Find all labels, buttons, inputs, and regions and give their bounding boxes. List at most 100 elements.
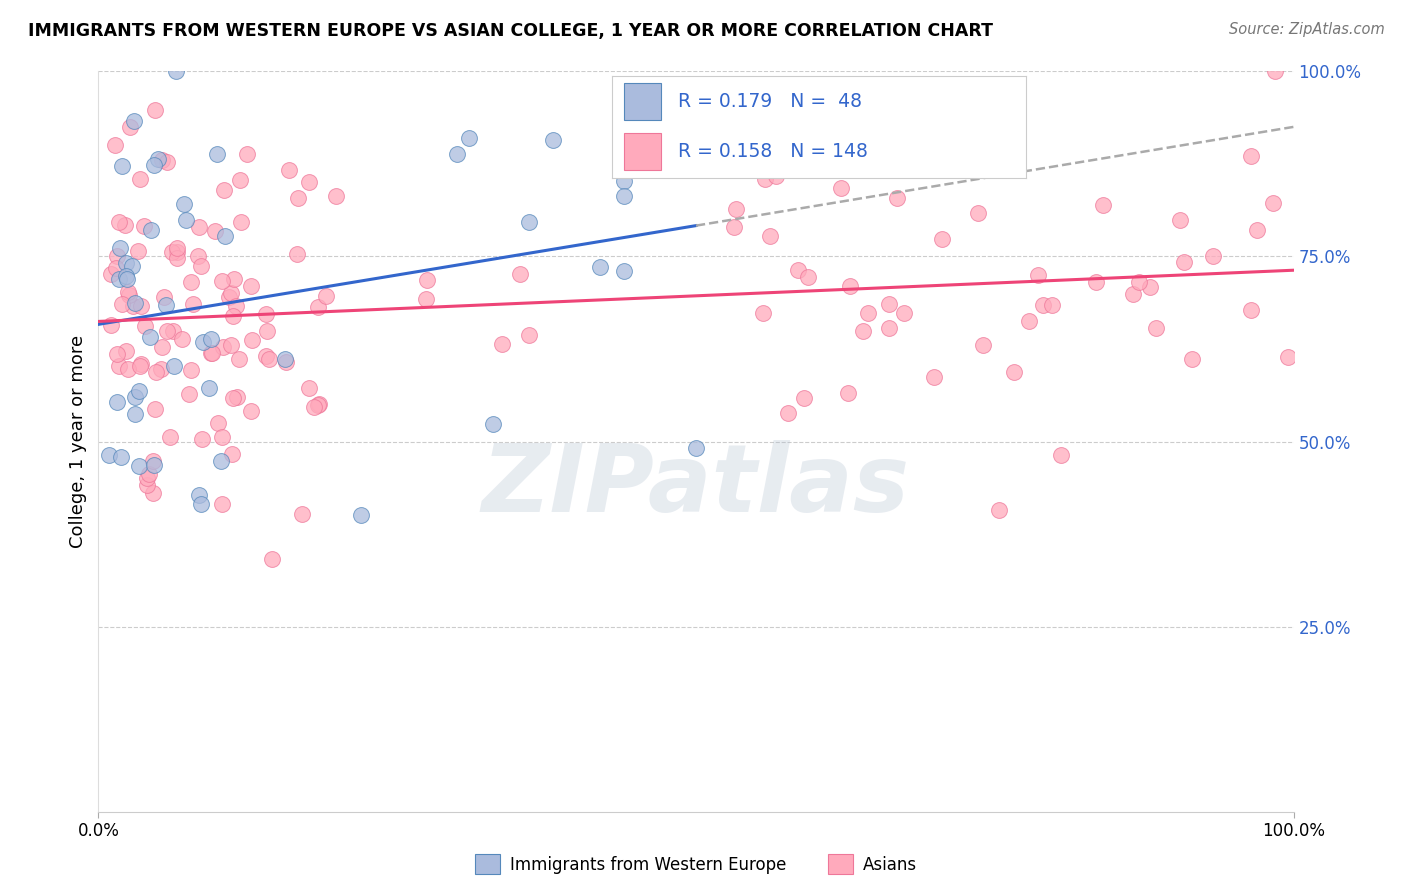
Point (858, 306, 880, 320)
Point (1181, 351, 1204, 366)
Point (211, 274, 233, 288)
Point (136, 478, 159, 492)
Point (256, 324, 278, 338)
Point (458, 131, 481, 145)
Point (174, 213, 197, 227)
Point (787, 262, 810, 277)
Point (1018, 314, 1040, 328)
Point (117, 285, 139, 299)
Point (117, 288, 139, 302)
Point (150, 340, 173, 354)
Point (124, 296, 146, 310)
Point (852, 325, 875, 339)
Point (262, 552, 284, 566)
Point (122, 299, 145, 313)
Point (221, 309, 243, 323)
Point (589, 260, 612, 274)
FancyBboxPatch shape (624, 133, 661, 170)
Point (308, 397, 330, 411)
Point (613, 147, 636, 161)
Point (211, 497, 233, 511)
Point (966, 206, 988, 220)
Point (132, 219, 155, 233)
Point (156, 155, 179, 169)
Point (163, 359, 186, 373)
Point (211, 340, 233, 354)
Point (111, 159, 134, 173)
Point (122, 114, 145, 128)
Point (212, 183, 235, 197)
Point (104, 138, 127, 153)
Point (143, 103, 166, 117)
Point (139, 329, 162, 343)
Point (796, 270, 818, 285)
Point (128, 172, 150, 186)
Point (143, 401, 166, 416)
Point (922, 370, 945, 384)
Point (124, 390, 146, 404)
Point (150, 153, 173, 167)
Point (1240, 149, 1263, 163)
Point (108, 272, 131, 286)
Point (302, 400, 325, 414)
Point (509, 267, 531, 281)
Point (225, 299, 247, 313)
Point (613, 189, 636, 203)
Point (1139, 279, 1161, 293)
Point (541, 133, 564, 147)
Point (517, 328, 540, 343)
Point (148, 152, 170, 166)
Point (211, 430, 233, 444)
Point (1168, 213, 1191, 227)
Point (1122, 286, 1144, 301)
Point (1261, 196, 1284, 211)
Point (127, 244, 149, 258)
Point (228, 173, 250, 187)
Point (517, 215, 540, 229)
Text: ZIPatlas: ZIPatlas (482, 440, 910, 532)
Point (191, 334, 214, 349)
Point (200, 345, 222, 359)
Point (240, 403, 263, 417)
Point (877, 321, 900, 335)
Point (142, 458, 165, 472)
Point (104, 260, 127, 275)
Text: R = 0.158   N = 148: R = 0.158 N = 148 (678, 142, 868, 161)
Point (724, 202, 747, 216)
Point (166, 241, 188, 255)
Point (1084, 275, 1107, 289)
Point (931, 232, 953, 246)
Point (613, 174, 636, 188)
Point (221, 338, 243, 352)
Point (350, 508, 373, 523)
Point (128, 384, 150, 399)
Point (274, 355, 297, 369)
Point (257, 352, 280, 367)
Point (142, 486, 165, 500)
Point (685, 441, 707, 455)
Point (972, 338, 994, 352)
FancyBboxPatch shape (624, 83, 661, 120)
Point (205, 147, 228, 161)
Point (837, 385, 859, 400)
Point (298, 175, 321, 189)
Point (114, 268, 136, 283)
Point (159, 429, 181, 443)
Point (98, 448, 121, 462)
Point (156, 324, 179, 338)
Point (207, 416, 229, 430)
Point (229, 214, 252, 228)
Point (139, 223, 162, 237)
Point (723, 219, 745, 234)
Point (416, 273, 439, 287)
Point (160, 245, 183, 260)
Point (117, 362, 139, 376)
Point (1026, 268, 1049, 283)
Point (1128, 276, 1150, 290)
Point (187, 249, 209, 263)
Point (613, 264, 636, 278)
Point (222, 391, 245, 405)
Point (228, 352, 250, 367)
Point (143, 158, 166, 172)
Point (1032, 298, 1054, 312)
